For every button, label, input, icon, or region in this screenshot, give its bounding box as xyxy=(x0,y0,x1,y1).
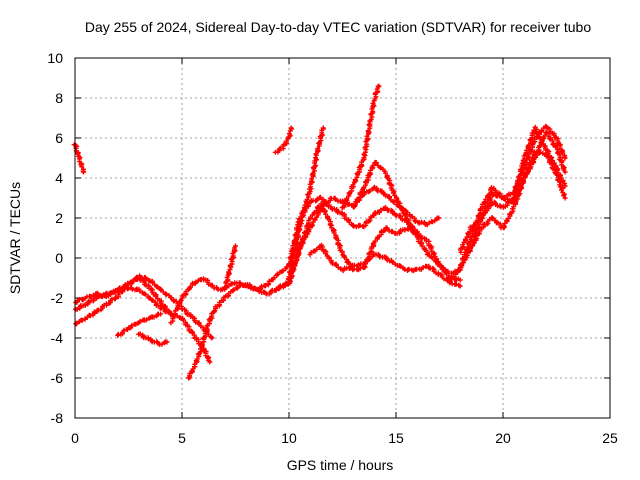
chart-title: Day 255 of 2024, Sidereal Day-to-day VTE… xyxy=(85,19,592,35)
y-tick-label: -6 xyxy=(51,370,64,386)
series-track-f xyxy=(71,142,87,175)
series-track-t xyxy=(467,129,568,251)
series-track-m xyxy=(285,125,326,282)
y-tick-label: 6 xyxy=(55,130,63,146)
series-points xyxy=(73,273,215,341)
y-tick-label: -8 xyxy=(51,410,64,426)
x-tick-label: 25 xyxy=(602,430,618,446)
y-axis-label: SDTVAR / TECUs xyxy=(7,182,23,294)
y-tick-label: 0 xyxy=(55,250,63,266)
series-points xyxy=(272,125,295,155)
series-points xyxy=(467,129,568,251)
series-layer xyxy=(71,83,568,381)
series-track-d xyxy=(115,311,164,338)
x-tick-label: 5 xyxy=(178,430,186,446)
series-track-e xyxy=(136,331,170,348)
y-tick-label: 8 xyxy=(55,90,63,106)
x-axis-label: GPS time / hours xyxy=(287,457,394,473)
series-track-l xyxy=(307,242,463,289)
series-track-n xyxy=(272,125,295,155)
x-tick-label: 0 xyxy=(71,430,79,446)
series-track-b xyxy=(73,273,215,341)
series-points xyxy=(351,159,463,277)
y-tick-label: -2 xyxy=(51,290,64,306)
series-track-o xyxy=(339,83,382,210)
series-points xyxy=(136,331,170,348)
series-points xyxy=(307,242,463,289)
series-points xyxy=(115,311,164,338)
x-tick-label: 20 xyxy=(495,430,511,446)
plot-frame xyxy=(74,57,611,419)
series-points xyxy=(71,142,87,175)
x-tick-label: 10 xyxy=(281,430,297,446)
series-points xyxy=(285,125,326,282)
y-tick-label: 10 xyxy=(47,50,63,66)
y-tick-label: 4 xyxy=(55,170,63,186)
y-tick-label: -4 xyxy=(51,330,64,346)
y-tick-label: 2 xyxy=(55,210,63,226)
series-track-p xyxy=(351,159,463,277)
series-points xyxy=(339,83,382,210)
x-tick-label: 15 xyxy=(388,430,404,446)
